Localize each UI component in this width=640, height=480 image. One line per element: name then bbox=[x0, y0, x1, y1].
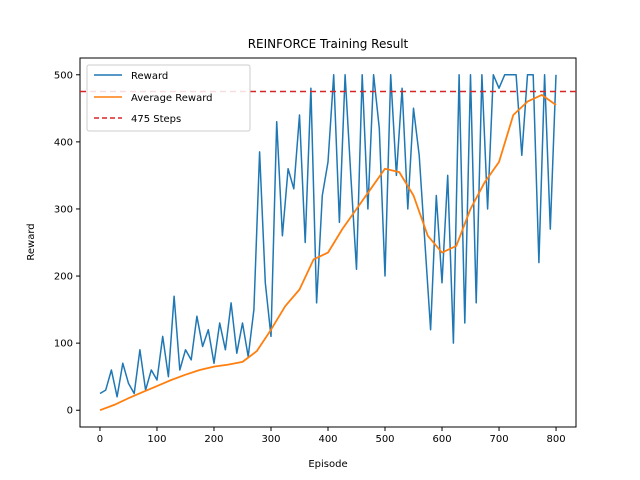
y-tick-label: 400 bbox=[54, 137, 73, 148]
chart-title: REINFORCE Training Result bbox=[248, 37, 409, 51]
legend-box bbox=[86, 64, 251, 132]
x-tick-label: 0 bbox=[97, 434, 103, 445]
series-line-reward bbox=[99, 74, 557, 398]
x-tick-label: 300 bbox=[261, 434, 280, 445]
x-tick-label: 200 bbox=[204, 434, 223, 445]
x-tick-label: 800 bbox=[546, 434, 565, 445]
legend: Reward Average Reward 475 Steps bbox=[86, 64, 251, 132]
legend-label-reward: Reward bbox=[131, 71, 168, 82]
x-axis-ticks: 0 100 200 300 400 500 600 700 800 bbox=[97, 427, 566, 445]
x-axis-label: Episode bbox=[308, 459, 347, 470]
series-line-average-reward bbox=[99, 94, 557, 412]
legend-label-average-reward: Average Reward bbox=[131, 93, 212, 104]
y-tick-label: 500 bbox=[54, 70, 73, 81]
x-tick-label: 400 bbox=[318, 434, 337, 445]
x-tick-label: 100 bbox=[147, 434, 166, 445]
y-tick-label: 0 bbox=[67, 406, 73, 417]
y-axis-ticks: 0 100 200 300 400 500 bbox=[54, 70, 80, 417]
x-tick-label: 600 bbox=[432, 434, 451, 445]
legend-label-475-steps: 475 Steps bbox=[131, 114, 181, 125]
x-tick-label: 700 bbox=[489, 434, 508, 445]
y-tick-label: 200 bbox=[54, 272, 73, 283]
y-axis-label: Reward bbox=[26, 223, 37, 260]
x-tick-label: 500 bbox=[375, 434, 394, 445]
y-tick-label: 300 bbox=[54, 204, 73, 215]
y-tick-label: 100 bbox=[54, 339, 73, 350]
